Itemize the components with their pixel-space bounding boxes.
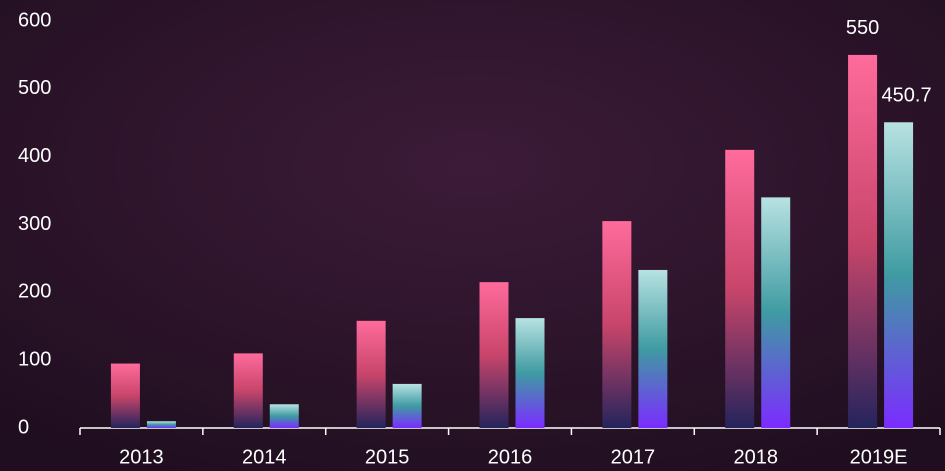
x-tick-label: 2016 xyxy=(488,446,533,468)
value-label: 450.7 xyxy=(882,85,932,107)
bar xyxy=(515,318,545,428)
x-tick-label: 2017 xyxy=(611,446,656,468)
bar xyxy=(761,197,791,428)
bar xyxy=(392,383,422,428)
y-tick-label: 500 xyxy=(18,77,51,99)
bar xyxy=(725,149,755,428)
bar xyxy=(884,122,914,428)
y-tick-label: 100 xyxy=(18,348,51,370)
bar xyxy=(269,404,299,428)
x-tick-label: 2018 xyxy=(733,446,778,468)
bar xyxy=(233,353,263,428)
bar xyxy=(602,221,632,428)
y-tick-label: 300 xyxy=(18,213,51,235)
y-tick-label: 400 xyxy=(18,145,51,167)
bar xyxy=(110,363,140,428)
x-tick-label: 2013 xyxy=(119,446,164,468)
y-tick-label: 600 xyxy=(18,9,51,31)
bar xyxy=(479,282,509,428)
y-tick-label: 0 xyxy=(18,416,29,438)
bar xyxy=(146,421,176,428)
value-label: 550 xyxy=(846,17,879,39)
x-tick-label: 2014 xyxy=(242,446,287,468)
x-tick-label: 2015 xyxy=(365,446,410,468)
y-tick-label: 200 xyxy=(18,281,51,303)
x-tick-label: 2019E xyxy=(850,446,908,468)
bar xyxy=(638,269,668,428)
bar xyxy=(356,320,386,428)
bar xyxy=(848,54,878,429)
